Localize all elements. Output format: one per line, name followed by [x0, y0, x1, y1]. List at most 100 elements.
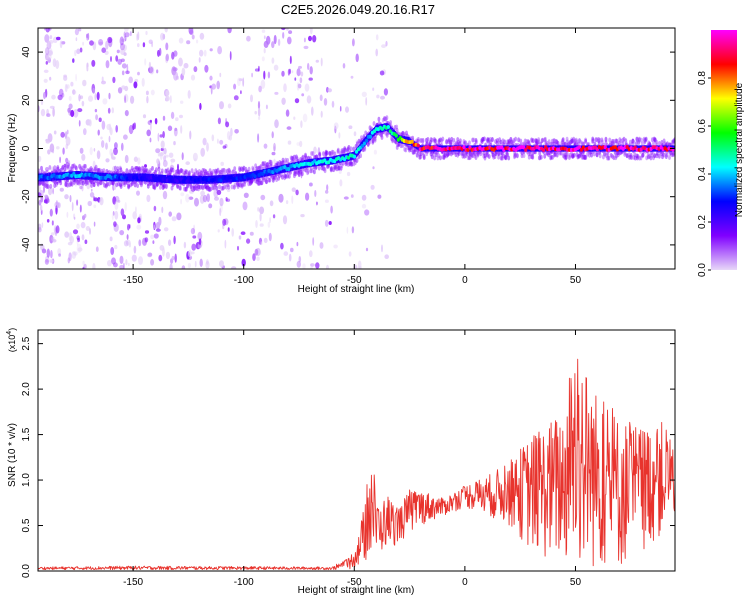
spectrogram-y-tick-label: -40 [21, 237, 32, 252]
spectrogram-noise-cell [290, 247, 294, 253]
spectrogram-noise-cell [55, 225, 60, 234]
spectrogram-noise-cell [137, 157, 141, 165]
snr-y-ticks: 0.0 0.5 1.0 1.5 2.0 2.5 [21, 336, 675, 578]
spectrogram-ridge-halo [404, 147, 408, 153]
spectrogram-ridge-halo [439, 155, 442, 161]
spectrogram-ridge-halo [201, 185, 205, 191]
spectrogram-noise-cell [46, 54, 52, 60]
spectrogram-noise-cell [83, 128, 87, 136]
spectrogram-noise-cell [78, 120, 81, 127]
spectrogram-noise-cell [309, 28, 313, 35]
spectrogram-ridge-halo [515, 153, 519, 158]
spectrogram-noise-cell [259, 223, 264, 227]
spectrogram-ridge-halo [395, 127, 399, 133]
spectrogram-noise-cell [49, 143, 55, 153]
spectrogram-ridge-halo [170, 185, 174, 191]
spectrogram-noise-cell [288, 253, 292, 262]
spectrogram-noise-cell [237, 77, 241, 87]
spectrogram-noise-cell [93, 148, 96, 152]
spectrogram-noise-cell [187, 90, 191, 99]
spectrogram-noise-cell [153, 224, 155, 230]
spectrogram-noise-cell [74, 49, 77, 57]
spectrogram-noise-cell [43, 78, 48, 83]
spectrogram-noise-cell [185, 161, 190, 166]
spectrogram-noise-cell [249, 231, 254, 236]
spectrogram-noise-cell [64, 194, 69, 200]
spectrogram-noise-cell [72, 89, 76, 95]
spectrogram-noise-cell [112, 196, 117, 205]
spectrogram-noise-cell [273, 142, 276, 152]
spectrogram-noise-cell [150, 89, 155, 96]
spectrogram-noise-cell [113, 262, 118, 268]
spectrogram-noise-cell [269, 200, 274, 207]
spectrogram-noise-cell [66, 129, 69, 135]
spectrogram-ridge-cell [524, 147, 528, 152]
spectrogram-noise-cell [105, 142, 108, 150]
spectrogram-noise-cell [208, 203, 213, 209]
spectrogram-noise-cell [115, 55, 119, 62]
spectrogram-noise-cell [87, 200, 93, 207]
spectrogram-noise-cell [298, 255, 302, 263]
spectrogram-noise-cell [45, 47, 50, 56]
spectrogram-ridge-halo [313, 169, 316, 175]
spectrogram-noise-cell [352, 38, 355, 47]
spectrogram-ridge-halo [349, 146, 353, 152]
spectrogram-ridge-halo [418, 154, 422, 160]
spectrogram-noise-cell [254, 110, 257, 115]
colorbar-tick-label: 0.0 [697, 263, 708, 277]
spectrogram-noise-cell [46, 198, 50, 203]
spectrogram-noise-cell [187, 249, 192, 258]
spectrogram-noise-cell [124, 32, 130, 38]
spectrogram-noise-cell [145, 90, 149, 96]
spectrogram-noise-cell [180, 192, 185, 197]
spectrogram-noise-cell [237, 245, 239, 251]
spectrogram-noise-cell [372, 87, 375, 91]
spectrogram-noise-cell [123, 134, 128, 140]
spectrogram-noise-cell [263, 48, 266, 54]
spectrogram-noise-cell [54, 201, 60, 209]
spectrogram-noise-cell [107, 260, 112, 267]
spectrogram-noise-cell [150, 122, 152, 131]
spectrogram-y-tick-label: 0 [21, 145, 32, 151]
spectrogram-ridge-halo [233, 166, 237, 172]
spectrogram-noise-cell [238, 78, 243, 82]
spectrogram-noise-cell [123, 262, 125, 269]
spectrogram-noise-cell [51, 94, 56, 100]
spectrogram-noise-cell [271, 151, 276, 156]
spectrogram-noise-cell [92, 262, 96, 269]
spectrogram-ridge-halo [352, 146, 355, 152]
spectrogram-noise-cell [202, 194, 208, 203]
spectrogram-noise-cell [46, 113, 51, 117]
colorbar: 0.0 0.2 0.4 0.6 0.8 Normalized spectral ampl… [697, 30, 745, 277]
spectrogram-noise-cell [287, 68, 290, 76]
spectrogram-ridge-halo [257, 180, 261, 186]
spectrogram-noise-cell [120, 208, 125, 216]
spectrogram-noise-cell [242, 77, 245, 87]
spectrogram-ridge-halo [189, 184, 193, 190]
spectrogram-noise-cell [308, 77, 313, 81]
spectrogram-noise-cell [282, 215, 288, 225]
spectrogram-noise-cell [312, 237, 315, 246]
spectrogram-noise-cell [112, 156, 116, 160]
snr-frame [37, 329, 676, 572]
spectrogram-noise-cell [211, 83, 216, 90]
spectrogram-noise-cell [173, 235, 176, 245]
spectrogram-ridge-halo [70, 181, 74, 187]
spectrogram-noise-cell [135, 206, 137, 213]
spectrogram-noise-cell [66, 84, 70, 89]
spectrogram-ridge-halo [373, 137, 377, 143]
spectrogram-ridge-halo [653, 153, 656, 159]
spectrogram-ridge-halo [604, 137, 608, 142]
spectrogram-noise-cell [217, 229, 220, 233]
spectrogram-ridge-halo [325, 150, 329, 156]
spectrogram-noise-cell [315, 59, 319, 63]
spectrogram-noise-cell [56, 146, 60, 150]
spectrogram-noise-cell [301, 93, 305, 97]
spectrogram-ridge-halo [252, 167, 255, 172]
spectrogram-noise-cell [209, 48, 213, 52]
spectrogram-noise-cell [79, 47, 83, 53]
spectrogram-noise-cell [174, 253, 177, 263]
spectrogram-noise-cell [157, 152, 161, 157]
spectrogram-ridge-halo [230, 184, 234, 190]
spectrogram-noise-cell [219, 208, 222, 216]
